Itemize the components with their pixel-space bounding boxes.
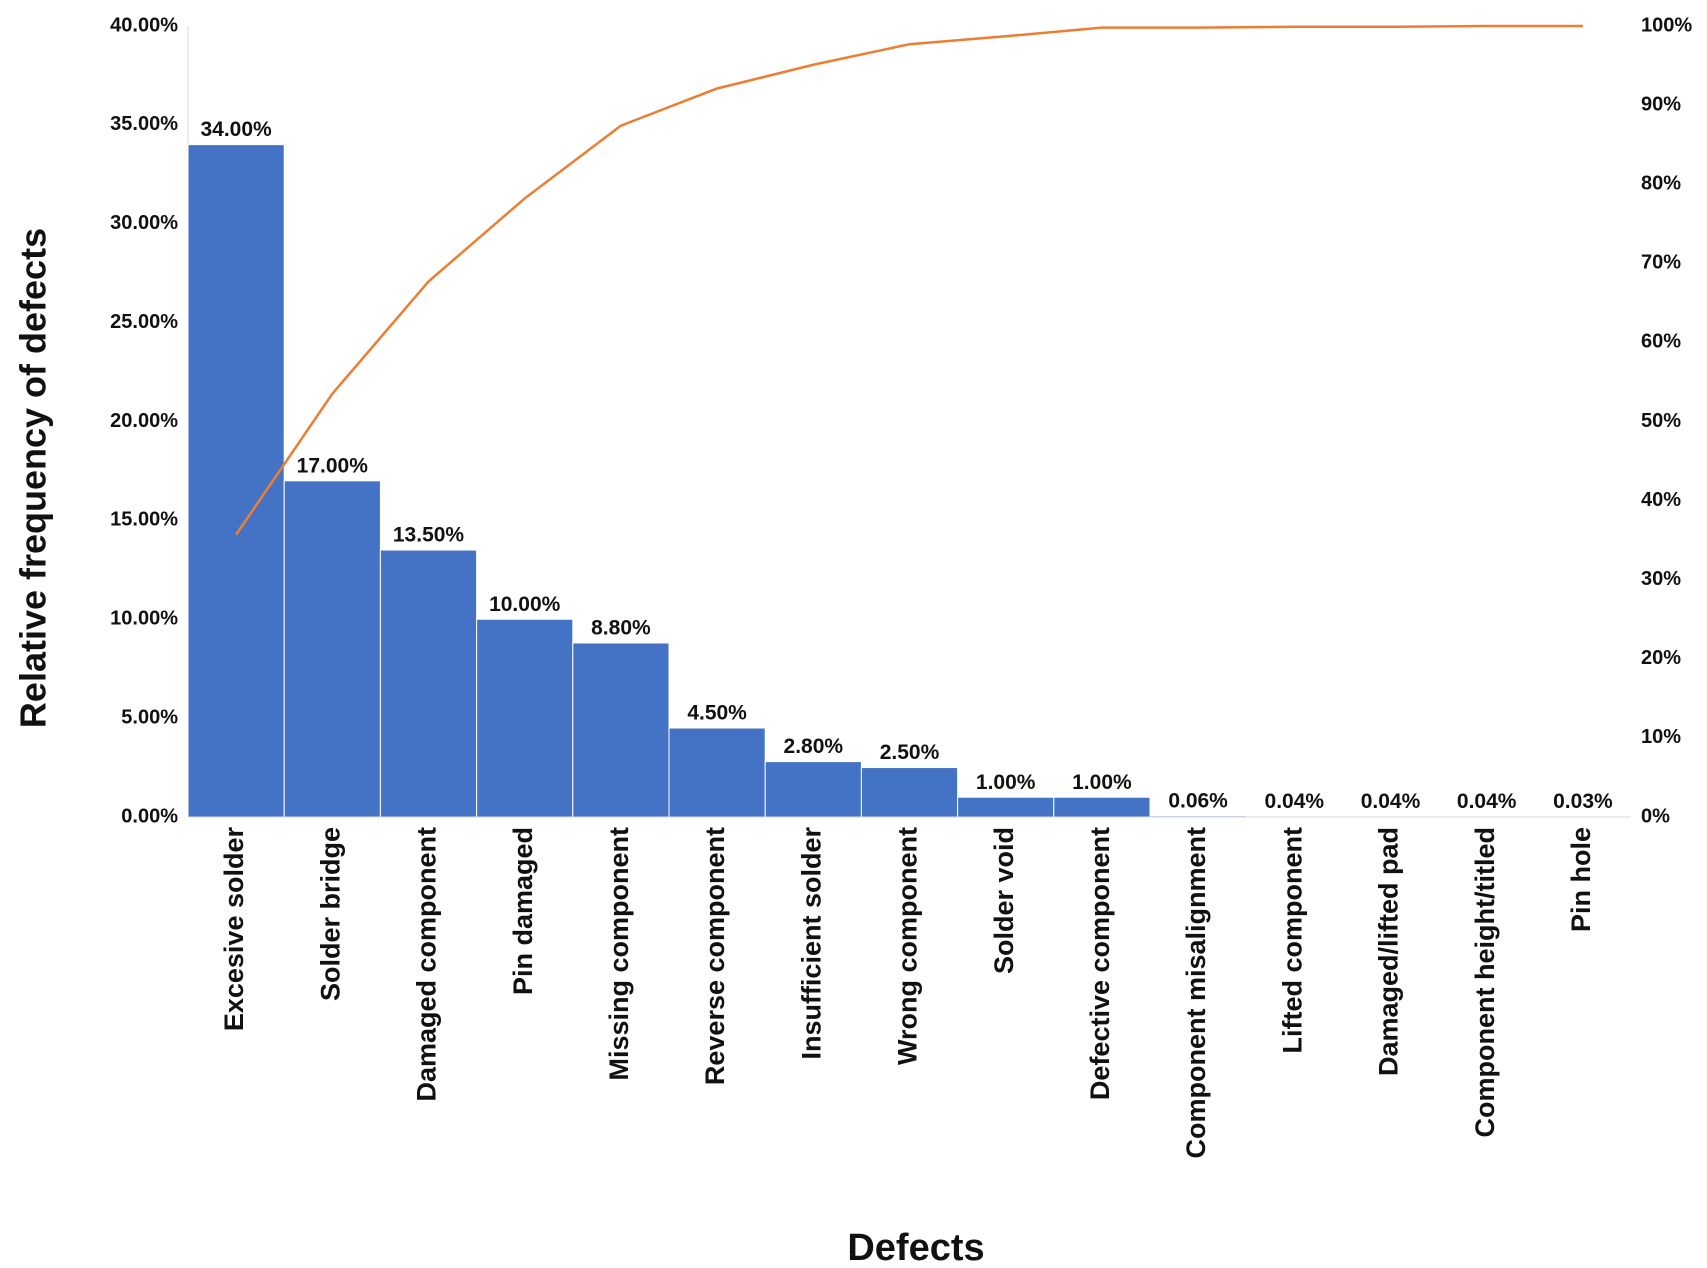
value-label: 8.80%	[591, 617, 651, 640]
value-label: 1.00%	[976, 771, 1036, 794]
y-tick-label: 20.00%	[110, 410, 178, 432]
y2-tick-label: 20%	[1641, 647, 1681, 669]
y-tick-label: 15.00%	[110, 509, 178, 531]
x-tick-label: Lifted component	[1277, 827, 1307, 1053]
y2-tick-label: 60%	[1641, 331, 1681, 353]
bar	[764, 761, 862, 818]
bar	[283, 480, 381, 818]
y2-tick-label: 0%	[1641, 805, 1670, 827]
value-label: 0.04%	[1265, 790, 1325, 813]
y2-tick-label: 90%	[1641, 93, 1681, 115]
x-tick-label: Pin hole	[1566, 827, 1596, 932]
x-tick-label: Defective component	[1085, 827, 1115, 1100]
value-label: 2.50%	[880, 741, 940, 764]
value-label: 2.80%	[784, 735, 844, 758]
value-label: 10.00%	[489, 593, 561, 616]
bar	[668, 727, 766, 818]
y-tick-label: 40.00%	[110, 14, 178, 36]
x-tick-label: Insufficient solder	[796, 827, 826, 1060]
value-label: 0.04%	[1457, 790, 1517, 813]
x-tick-label: Damaged/lifted pad	[1374, 827, 1404, 1076]
bar	[860, 767, 959, 818]
y2-tick-label: 50%	[1641, 410, 1681, 432]
x-tick-label: Excesive solder	[219, 827, 249, 1032]
x-tick-label: Pin damaged	[508, 827, 538, 995]
x-tick-label: Reverse component	[700, 827, 730, 1085]
x-tick-label: Damaged component	[412, 827, 442, 1102]
bar	[957, 796, 1055, 818]
bar	[476, 618, 574, 818]
cumulative-line	[235, 24, 1583, 536]
y2-tick-label: 30%	[1641, 568, 1681, 590]
y-axis-title: Relative frequency of defects	[13, 228, 54, 728]
y2-tick-label: 10%	[1641, 726, 1681, 748]
value-label: 17.00%	[297, 454, 369, 477]
value-label: 0.04%	[1361, 790, 1421, 813]
x-tick-label: Component height/titled	[1470, 827, 1500, 1137]
value-label: 1.00%	[1072, 771, 1132, 794]
x-tick-label: Component misalignment	[1181, 827, 1211, 1159]
x-tick-label: Solder void	[989, 827, 1019, 974]
y-tick-label: 30.00%	[110, 212, 178, 234]
x-tick-label: Missing component	[604, 827, 634, 1081]
x-tick-label: Solder bridge	[315, 827, 345, 1001]
y-tick-label: 25.00%	[110, 311, 178, 333]
value-label: 0.03%	[1553, 790, 1613, 813]
y-tick-label: 0.00%	[121, 805, 178, 827]
bar	[379, 549, 478, 818]
x-tick-label: Wrong component	[893, 827, 923, 1065]
bar	[187, 144, 285, 818]
bar	[572, 642, 670, 818]
x-axis-title: Defects	[847, 1227, 984, 1268]
y-tick-label: 35.00%	[110, 113, 178, 135]
value-label: 4.50%	[687, 702, 747, 725]
y-tick-label: 10.00%	[110, 608, 178, 630]
y2-tick-label: 80%	[1641, 172, 1681, 194]
y2-tick-label: 100%	[1641, 14, 1692, 36]
value-label: 0.06%	[1168, 789, 1228, 812]
y-tick-label: 5.00%	[121, 706, 178, 728]
y2-tick-label: 40%	[1641, 489, 1681, 511]
value-label: 13.50%	[393, 524, 465, 547]
bar	[1053, 796, 1151, 818]
value-label: 34.00%	[200, 118, 272, 141]
y2-tick-label: 70%	[1641, 252, 1681, 274]
